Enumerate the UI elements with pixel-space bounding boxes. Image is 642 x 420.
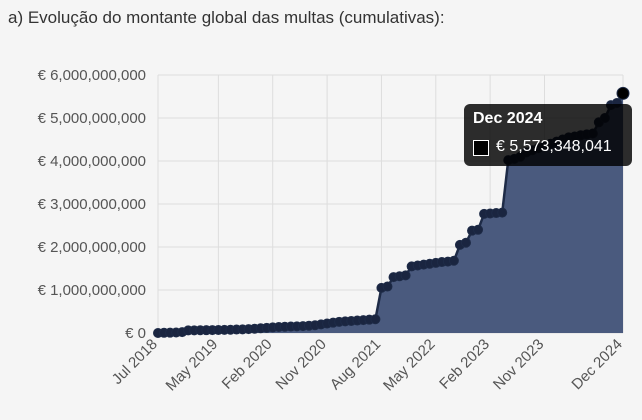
x-tick-label: Nov 2023 xyxy=(490,336,547,393)
y-axis-labels: € 0 € 1,000,000,000 € 2,000,000,000 € 3,000… xyxy=(38,67,146,342)
y-tick-label: € 2,000,000,000 xyxy=(38,239,146,256)
tooltip-value: € 5,573,348,041 xyxy=(496,138,612,155)
x-tick-label: Feb 2023 xyxy=(436,336,493,393)
y-tick-label: € 4,000,000,000 xyxy=(38,153,146,170)
y-tick-label: € 0 xyxy=(125,325,146,342)
x-tick-label: Dec 2024 xyxy=(568,336,625,393)
tooltip-title: Dec 2024 xyxy=(473,110,543,127)
y-tick-label: € 1,000,000,000 xyxy=(38,282,146,299)
y-tick-label: € 6,000,000,000 xyxy=(38,67,146,84)
data-point xyxy=(448,255,459,266)
data-point xyxy=(370,314,381,325)
data-point xyxy=(497,207,508,218)
y-tick-label: € 3,000,000,000 xyxy=(38,196,146,213)
tooltip-color-swatch xyxy=(473,140,489,156)
data-point xyxy=(382,281,393,292)
chart-heading: a) Evolução do montante global das multa… xyxy=(8,8,445,27)
x-tick-label: Feb 2020 xyxy=(219,336,276,393)
data-point xyxy=(616,86,630,100)
x-tick-label: Nov 2020 xyxy=(272,336,329,393)
y-tick-label: € 5,000,000,000 xyxy=(38,110,146,127)
x-tick-label: Jul 2018 xyxy=(109,336,161,388)
data-point xyxy=(400,270,411,281)
data-point xyxy=(460,237,471,248)
x-tick-label: May 2019 xyxy=(163,336,222,395)
x-tick-label: Aug 2021 xyxy=(327,336,384,393)
hover-tooltip: Dec 2024 € 5,573,348,041 xyxy=(464,104,632,166)
x-tick-label: May 2022 xyxy=(380,336,439,395)
area-fill xyxy=(158,93,623,333)
data-point xyxy=(473,224,484,235)
